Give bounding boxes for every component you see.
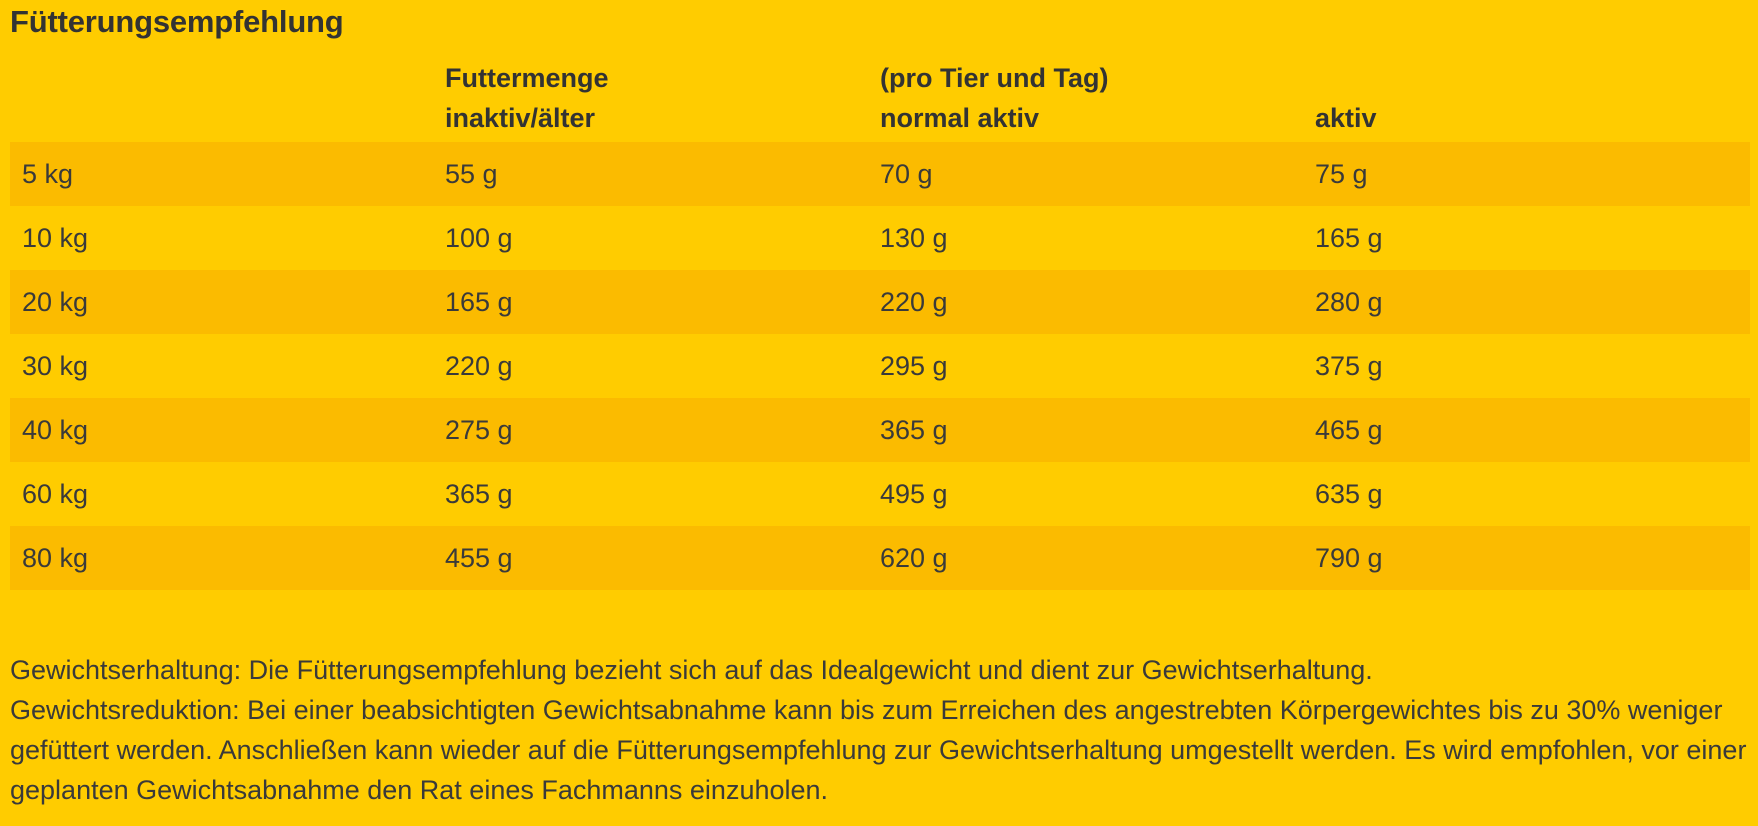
header-row-2: inaktiv/älter normal aktiv aktiv [10,98,1750,142]
weight-cell: 10 kg [22,222,89,253]
table-row: 40 kg 275 g 365 g 465 g [10,398,1750,462]
table-row: 80 kg 455 g 620 g 790 g [10,526,1750,590]
table-row: 20 kg 165 g 220 g 280 g [10,270,1750,334]
table-body: 5 kg 55 g 70 g 75 g 10 kg 100 g 130 g 16… [10,142,1750,590]
table-row: 10 kg 100 g 130 g 165 g [10,206,1750,270]
maintenance-note: Gewichtserhaltung: Die Fütterungsempfehl… [10,655,1373,685]
table-row: 60 kg 365 g 495 g 635 g [10,462,1750,526]
inactive-amount-cell: 55 g [445,142,880,206]
inactive-amount-cell: 365 g [445,478,513,509]
normal-amount-cell: 620 g [880,526,1315,590]
feeding-table: Futtermenge (pro Tier und Tag) inaktiv/ä… [10,58,1750,590]
inactive-amount-cell: 220 g [445,350,513,381]
header-cell-normal-active: normal aktiv [880,103,1040,133]
table-row: 30 kg 220 g 295 g 375 g [10,334,1750,398]
weight-cell: 40 kg [10,398,445,462]
active-amount-cell: 790 g [1315,526,1750,590]
normal-amount-cell: 70 g [880,142,1315,206]
weight-cell: 60 kg [22,478,89,509]
normal-amount-cell: 295 g [880,350,948,381]
header-cell-weight-top [10,58,445,98]
normal-amount-cell: 130 g [880,222,948,253]
inactive-amount-cell: 100 g [445,222,513,253]
header-cell-per-animal-day: (pro Tier und Tag) [880,63,1109,93]
weight-cell: 80 kg [10,526,445,590]
inactive-amount-cell: 165 g [445,270,880,334]
header-cell-weight [10,98,445,142]
active-amount-cell: 280 g [1315,270,1750,334]
feeding-notes: Gewichtserhaltung: Die Fütterungsempfehl… [10,650,1750,810]
reduction-note: Gewichtsreduktion: Bei einer beabsichtig… [10,695,1747,805]
weight-cell: 5 kg [10,142,445,206]
active-amount-cell: 375 g [1315,350,1383,381]
active-amount-cell: 635 g [1315,478,1383,509]
header-cell-inactive: inaktiv/älter [445,103,596,133]
weight-cell: 20 kg [10,270,445,334]
header-cell-amount-label: Futtermenge [445,63,609,93]
active-amount-cell: 165 g [1315,222,1383,253]
feeding-recommendation-section: Fütterungsempfehlung Futtermenge (pro Ti… [10,0,1750,810]
inactive-amount-cell: 275 g [445,398,880,462]
section-title: Fütterungsempfehlung [10,4,344,39]
active-amount-cell: 75 g [1315,142,1750,206]
header-row-1: Futtermenge (pro Tier und Tag) [10,58,1750,98]
table-row: 5 kg 55 g 70 g 75 g [10,142,1750,206]
normal-amount-cell: 365 g [880,398,1315,462]
normal-amount-cell: 495 g [880,478,948,509]
weight-cell: 30 kg [22,350,89,381]
active-amount-cell: 465 g [1315,398,1750,462]
header-cell-active: aktiv [1315,103,1377,133]
normal-amount-cell: 220 g [880,270,1315,334]
header-cell-empty [1315,58,1750,98]
inactive-amount-cell: 455 g [445,526,880,590]
table-header: Futtermenge (pro Tier und Tag) inaktiv/ä… [10,58,1750,142]
